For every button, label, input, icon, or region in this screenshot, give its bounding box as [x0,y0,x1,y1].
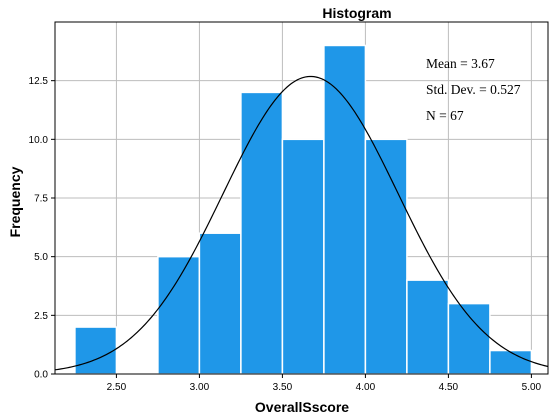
x-tick-label: 3.00 [190,382,210,393]
histogram-bar [364,138,408,375]
histogram-bar [406,279,450,375]
x-tick-label: 4.00 [356,382,376,393]
y-tick-label: 0.0 [34,370,48,381]
x-tick-label: 4.50 [439,382,459,393]
y-axis-label: Frequency [7,166,23,237]
axis-ticks: 2.50 3.00 3.50 4.00 4.50 5.00 0.0 2.5 5.0 7.5 10.0… [29,76,542,393]
histogram-bar [281,138,325,375]
y-tick-label: 2.5 [34,311,48,322]
x-tick-label: 2.50 [107,382,127,393]
y-tick-label: 10.0 [29,135,49,146]
histogram-bar [489,349,533,375]
y-tick-label: 12.5 [29,76,49,87]
histogram-bars [74,44,533,375]
histogram-bar [447,302,491,375]
histogram-bar [198,232,242,375]
normal-curve [54,75,549,371]
stats-box: Mean = 3.67 Std. Dev. = 0.527 N = 67 [426,56,521,123]
x-axis-label: OverallSscore [255,399,349,415]
histogram-bar [74,326,118,375]
stat-std-dev: Std. Dev. = 0.527 [426,82,521,97]
normal-curve-group [54,75,549,371]
histogram-bar [240,91,284,375]
x-tick-label: 3.50 [273,382,293,393]
histogram-bar [323,44,367,375]
stat-n: N = 67 [426,108,464,123]
stat-mean: Mean = 3.67 [426,56,495,71]
chart-title: Histogram [322,5,391,21]
y-tick-label: 7.5 [34,194,48,205]
histogram-bar [157,255,201,375]
x-tick-label: 5.00 [522,382,542,393]
y-tick-label: 5.0 [34,252,48,263]
